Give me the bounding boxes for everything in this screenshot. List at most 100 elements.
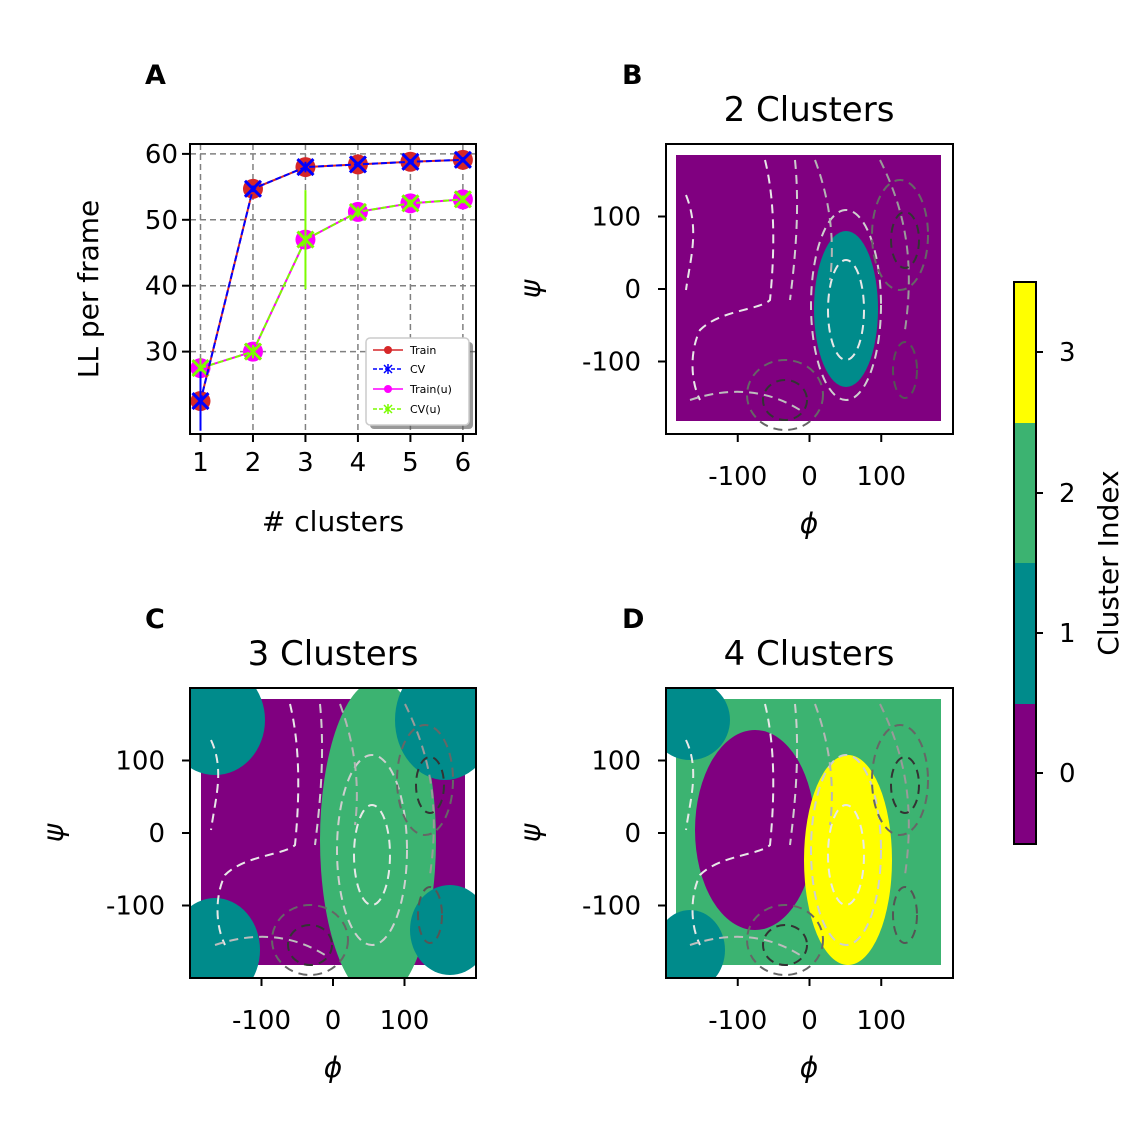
xtick-label: 2 — [245, 448, 262, 478]
cluster-1-region-tl — [190, 688, 265, 775]
panel-d-cluster-map: -100 0 100 100 0 -100 ϕ ψ — [514, 687, 954, 1084]
cluster-0-region — [695, 730, 815, 930]
series-cv — [191, 150, 472, 431]
ytick-label: 0 — [624, 275, 641, 305]
panel-a-ll-plot: 1 2 3 4 5 6 30 40 50 60 # clusters LL per frame T… — [72, 140, 477, 538]
panel-c-ylabel: ψ — [37, 823, 70, 842]
colorbar-tick-2: 2 — [1059, 479, 1076, 509]
data-point — [191, 391, 210, 411]
panel-c-title: 3 Clusters — [248, 634, 419, 674]
xtick-label: -100 — [708, 462, 767, 492]
panel-c-xlabel: ϕ — [324, 1051, 342, 1084]
ytick-label: 30 — [145, 338, 178, 368]
panel-letter-d: D — [622, 604, 644, 635]
colorbar-tick-0: 0 — [1059, 759, 1076, 789]
legend-item-cv-u: CV(u) — [373, 403, 441, 416]
xtick-label: 0 — [801, 1006, 818, 1036]
cluster-2-region — [320, 688, 436, 978]
cluster-1-region-br — [410, 885, 476, 975]
ytick-label: 100 — [591, 203, 641, 233]
legend-label-cv: CV — [410, 363, 426, 376]
panel-b-xlabel: ϕ — [800, 507, 818, 540]
cluster-1-region-tr — [395, 688, 476, 780]
data-point — [453, 150, 472, 169]
xtick-label: -100 — [708, 1006, 767, 1036]
series-line — [200, 198, 463, 370]
xtick-label: 0 — [801, 462, 818, 492]
legend-label-train-u: Train(u) — [409, 383, 452, 396]
data-point — [453, 190, 472, 209]
panel-a-legend: Train CV Train(u) CV(u) — [365, 337, 473, 429]
panel-d-title: 4 Clusters — [724, 634, 895, 674]
data-point — [243, 179, 263, 198]
data-point — [348, 202, 367, 221]
colorbar-segment-0 — [1014, 703, 1036, 844]
cluster-1-region — [814, 231, 878, 387]
ytick-label: 100 — [591, 747, 641, 777]
panel-c-contours — [210, 703, 454, 976]
panel-a-series — [190, 149, 473, 431]
xtick-label: 3 — [297, 448, 314, 478]
colorbar-segment-3 — [1014, 282, 1036, 423]
colorbar-tick-1: 1 — [1059, 619, 1076, 649]
data-point — [296, 158, 315, 177]
xtick-label: 100 — [856, 1006, 906, 1036]
series-line — [199, 158, 463, 402]
panel-b-contours — [685, 159, 929, 431]
panel-c-ticks: -100 0 100 100 0 -100 — [106, 747, 429, 1037]
panel-letter-b: B — [622, 60, 643, 91]
legend-label-train: Train — [409, 344, 436, 357]
colorbar-frame — [1013, 281, 1037, 845]
panel-b-ticks: -100 0 100 100 0 -100 — [582, 203, 906, 493]
xtick-label: -100 — [232, 1006, 291, 1036]
panel-c-cluster-map: -100 0 100 100 0 -100 ϕ ψ — [37, 687, 477, 1084]
panel-a-xlabel: # clusters — [262, 505, 404, 538]
colorbar-segment-1 — [1014, 563, 1036, 704]
xtick-label: 1 — [192, 448, 209, 478]
data-point — [348, 155, 367, 174]
colorbar-label: Cluster Index — [1092, 470, 1125, 655]
xtick-label: 5 — [402, 448, 419, 478]
panel-d-ticks: -100 0 100 100 0 -100 — [582, 747, 906, 1037]
xtick-label: 100 — [380, 1006, 430, 1036]
data-point — [191, 359, 210, 378]
data-point — [401, 152, 420, 171]
panel-a-frame — [189, 143, 477, 435]
ytick-label: 60 — [145, 140, 178, 170]
panel-b-ylabel: ψ — [514, 279, 547, 298]
ytick-label: 0 — [148, 819, 165, 849]
cluster-3-region — [804, 755, 892, 965]
ytick-label: 100 — [115, 747, 165, 777]
panel-d-ylabel: ψ — [514, 823, 547, 842]
xtick-label: 4 — [350, 448, 367, 478]
panel-a-ylabel: LL per frame — [72, 200, 105, 379]
ytick-label: 40 — [145, 272, 178, 302]
ytick-label: 50 — [145, 206, 178, 236]
legend-item-train-u: Train(u) — [373, 383, 452, 396]
panel-d-contours — [685, 703, 929, 976]
data-point — [243, 342, 263, 361]
colorbar: 0 1 2 3 Cluster Index — [1013, 281, 1125, 845]
legend-item-train: Train — [373, 344, 436, 357]
legend-item-cv: CV — [373, 363, 426, 376]
xtick-label: 0 — [325, 1006, 342, 1036]
data-point — [296, 230, 315, 249]
cluster-0-region — [676, 155, 941, 421]
xtick-label: 100 — [856, 462, 906, 492]
panel-b-title: 2 Clusters — [724, 90, 895, 130]
ytick-label: -100 — [106, 892, 165, 922]
data-point — [401, 194, 420, 213]
cluster-1-region-bl — [190, 898, 260, 978]
ytick-label: 0 — [624, 819, 641, 849]
ytick-label: -100 — [582, 892, 641, 922]
colorbar-tick-3: 3 — [1059, 338, 1076, 368]
panel-letter-a: A — [145, 60, 166, 91]
xtick-label: 6 — [455, 448, 472, 478]
panel-a-ticks: 1 2 3 4 5 6 30 40 50 60 — [145, 140, 471, 478]
panel-letter-c: C — [145, 604, 165, 635]
ytick-label: -100 — [582, 348, 641, 378]
colorbar-segment-2 — [1014, 422, 1036, 563]
panel-b-cluster-map: -100 0 100 100 0 -100 ϕ ψ — [514, 143, 954, 540]
cluster-1-region-tl — [666, 688, 730, 760]
